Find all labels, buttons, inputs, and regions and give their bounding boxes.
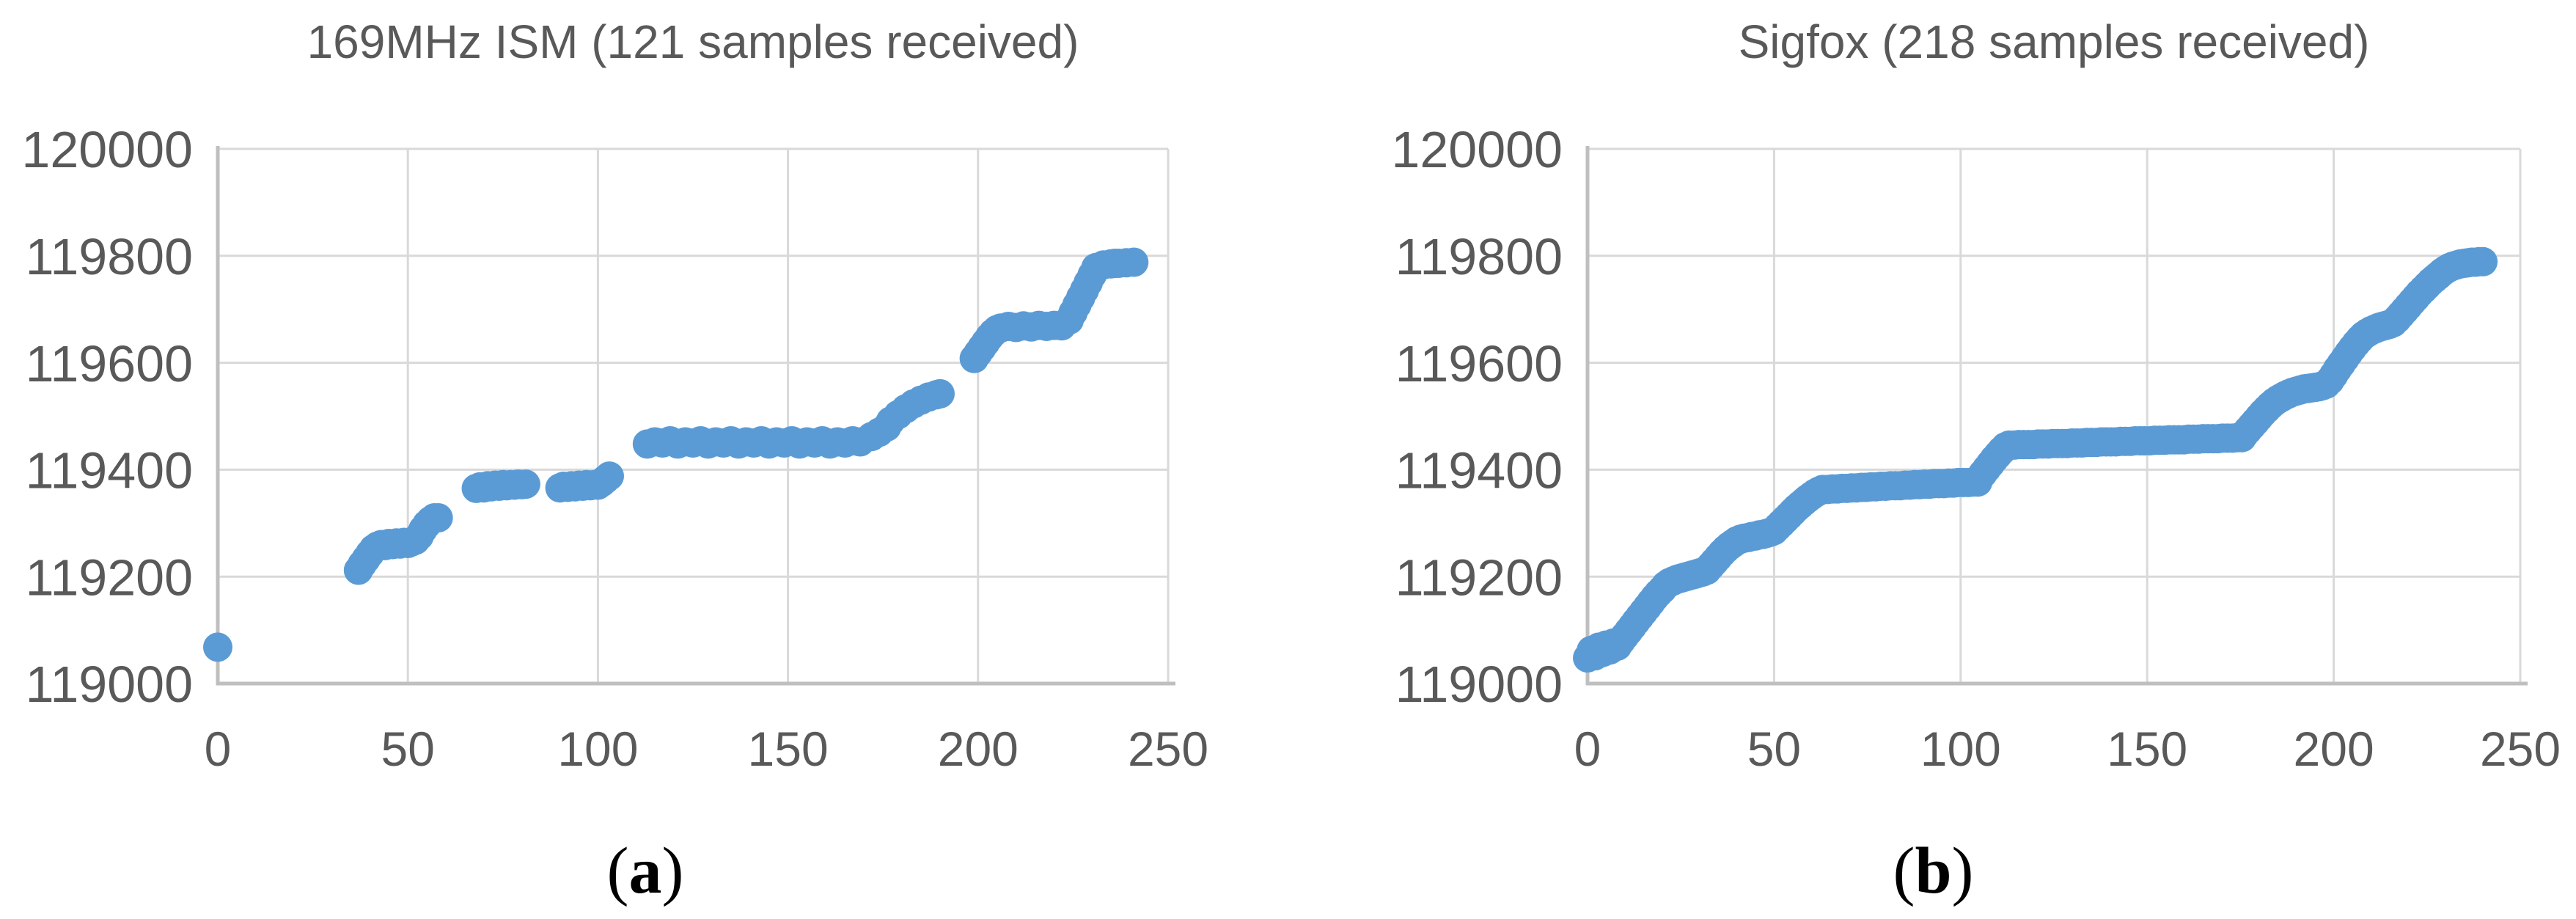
y-tick-label: 119200	[1395, 549, 1563, 606]
y-tick-label: 119600	[26, 335, 193, 392]
data-point	[203, 632, 232, 662]
chart-title-169mhz-ism: 169MHz ISM (121 samples received)	[307, 15, 1079, 68]
x-tick-label: 250	[2480, 722, 2561, 776]
data-point	[2468, 246, 2498, 277]
x-tick-label: 200	[938, 722, 1019, 776]
data-point	[510, 469, 540, 499]
x-tick-labels: 0 50 100 150 200 250	[1574, 722, 2561, 776]
y-tick-label: 119200	[26, 549, 193, 606]
chart-169mhz-ism: 169MHz ISM (121 samples received) 120000…	[0, 15, 1291, 909]
scatter-series	[203, 247, 1149, 662]
data-point	[423, 503, 453, 532]
subfigure-caption-b: (b)	[1291, 833, 2576, 909]
caption-close-paren: )	[1951, 835, 1974, 907]
x-tick-label: 0	[205, 722, 232, 776]
x-tick-label: 100	[1920, 722, 2001, 776]
x-tick-label: 50	[381, 722, 434, 776]
caption-open-paren: (	[606, 835, 629, 907]
x-tick-label: 200	[2294, 722, 2374, 776]
y-tick-label: 120000	[21, 121, 193, 178]
x-tick-label: 50	[1747, 722, 1801, 776]
x-tick-label: 100	[557, 722, 638, 776]
data-point	[925, 378, 955, 409]
caption-close-paren: )	[661, 835, 684, 907]
x-tick-label: 150	[2107, 722, 2187, 776]
y-tick-label: 119800	[1395, 228, 1563, 285]
data-point	[1119, 247, 1149, 277]
gridlines	[1586, 147, 2522, 685]
y-tick-label: 119400	[26, 442, 193, 499]
caption-letter: b	[1915, 835, 1952, 907]
scatter-series	[1573, 246, 2498, 673]
axes	[216, 146, 1175, 686]
y-tick-labels: 120000 119800 119600 119400 119200 119000	[1391, 121, 1563, 713]
y-tick-labels: 120000 119800 119600 119400 119200 119000	[21, 121, 193, 713]
x-tick-label: 250	[1128, 722, 1208, 776]
y-tick-label: 119600	[1395, 335, 1563, 392]
x-tick-label: 150	[748, 722, 829, 776]
axes	[1585, 146, 2528, 686]
y-tick-label: 119800	[26, 228, 193, 285]
data-point	[595, 461, 624, 491]
subfigure-caption-a: (a)	[0, 833, 1291, 909]
y-tick-label: 119400	[1395, 442, 1563, 499]
x-tick-labels: 0 50 100 150 200 250	[205, 722, 1208, 776]
chart-sigfox: Sigfox (218 samples received) 120000 1198…	[1291, 0, 2576, 919]
caption-open-paren: (	[1893, 835, 1915, 907]
gridlines	[216, 147, 1170, 685]
caption-letter: a	[628, 835, 662, 907]
x-tick-label: 0	[1574, 722, 1601, 776]
y-tick-label: 120000	[1391, 121, 1563, 178]
y-tick-label: 119000	[1395, 656, 1563, 713]
chart-title-sigfox: Sigfox (218 samples received)	[1738, 15, 2370, 68]
y-tick-label: 119000	[26, 656, 193, 713]
